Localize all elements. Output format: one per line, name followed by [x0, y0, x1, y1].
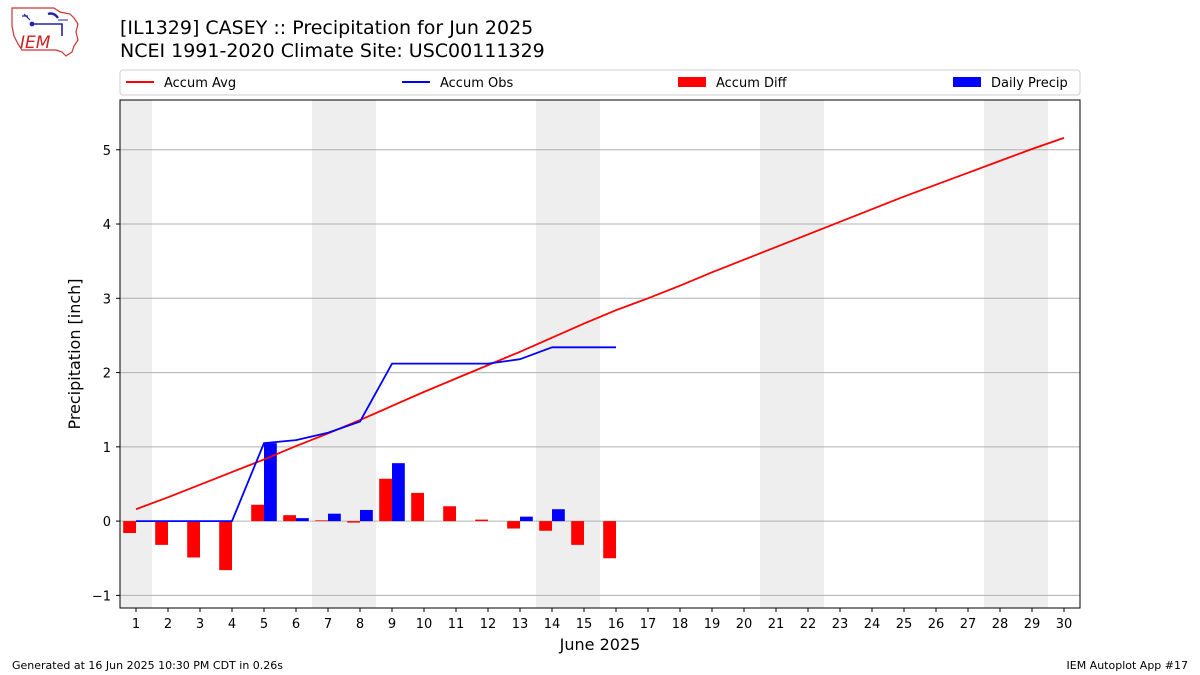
bar-daily-precip	[520, 516, 533, 522]
bar-accum-diff	[571, 521, 584, 545]
line-accum-obs	[136, 346, 616, 523]
x-tick-label: 3	[196, 617, 204, 632]
x-tick-label: 30	[1056, 617, 1073, 632]
bars	[123, 443, 616, 571]
x-tick-label: 4	[228, 617, 236, 632]
bar-daily-precip	[296, 518, 309, 522]
x-tick-label: 28	[992, 617, 1009, 632]
x-tick-label: 21	[768, 617, 785, 632]
bar-accum-diff	[347, 521, 360, 523]
y-tick-label: −1	[92, 589, 111, 604]
x-tick-label: 2	[164, 617, 172, 632]
x-tick-label: 11	[448, 617, 465, 632]
weekend-shade	[792, 100, 824, 608]
bar-accum-diff	[123, 521, 136, 533]
x-tick-label: 15	[576, 617, 593, 632]
footer-app-id: IEM Autoplot App #17	[1066, 659, 1189, 672]
x-axis-label: June 2025	[559, 635, 641, 654]
legend-label-daily-precip: Daily Precip	[991, 76, 1068, 91]
x-tick-label: 14	[544, 617, 561, 632]
x-tick-label: 8	[356, 617, 364, 632]
logo-text: IEM	[20, 33, 51, 53]
weekend-shade	[1016, 100, 1048, 608]
bar-accum-diff	[379, 478, 392, 522]
bar-accum-diff	[219, 521, 232, 571]
bar-accum-diff	[443, 506, 456, 522]
bar-accum-diff	[507, 521, 520, 529]
axis-ticks: 1 2 3 4 5 6 7 8 9 10 11 12 13 14 15 16 17 18 19 20 21 22 23 24 2…	[92, 144, 1072, 632]
grid-lines	[120, 149, 1080, 596]
legend-label-accum-diff: Accum Diff	[716, 76, 788, 91]
bar-accum-diff	[155, 521, 168, 545]
bar-daily-precip	[552, 509, 565, 522]
bar-accum-diff	[187, 521, 200, 558]
legend-label-accum-obs: Accum Obs	[440, 76, 513, 91]
legend-label-accum-avg: Accum Avg	[164, 76, 236, 91]
x-tick-label: 26	[928, 617, 945, 632]
legend: Accum Avg Accum Obs Accum Diff Daily Precip	[119, 69, 1081, 96]
y-axis-label: Precipitation [inch]	[65, 278, 84, 429]
x-tick-label: 29	[1024, 617, 1041, 632]
x-tick-label: 17	[640, 617, 657, 632]
footer-generated: Generated at 16 Jun 2025 10:30 PM CDT in…	[12, 659, 284, 672]
bar-daily-precip	[392, 463, 405, 522]
x-tick-label: 20	[736, 617, 753, 632]
bar-accum-diff	[315, 520, 328, 522]
x-tick-label: 10	[416, 617, 433, 632]
lines	[135, 137, 1065, 523]
x-tick-label: 7	[324, 617, 332, 632]
weekend-shade	[536, 100, 568, 608]
y-tick-label: 2	[103, 367, 111, 382]
y-tick-label: 1	[103, 441, 111, 456]
x-tick-label: 25	[896, 617, 913, 632]
weekend-shade	[984, 100, 1016, 608]
legend-swatch-daily-precip	[953, 77, 981, 87]
weekend-shade	[760, 100, 792, 608]
bar-accum-diff	[475, 519, 488, 522]
bar-accum-diff	[411, 492, 424, 522]
weekend-shade	[344, 100, 376, 608]
x-tick-label: 19	[704, 617, 721, 632]
bar-accum-diff	[283, 515, 296, 522]
x-tick-label: 9	[388, 617, 396, 632]
line-accum-avg	[135, 137, 1065, 511]
bar-daily-precip	[264, 443, 277, 522]
x-tick-label: 23	[832, 617, 849, 632]
x-tick-label: 13	[512, 617, 529, 632]
y-tick-label: 0	[103, 515, 111, 530]
bar-accum-diff	[603, 521, 616, 559]
y-tick-label: 5	[103, 144, 111, 159]
bar-daily-precip	[360, 509, 373, 522]
iem-logo: IEM	[11, 7, 79, 57]
bar-accum-diff	[539, 521, 552, 531]
plot-frame	[119, 99, 1081, 609]
x-tick-label: 16	[608, 617, 625, 632]
x-tick-label: 5	[260, 617, 268, 632]
x-tick-label: 12	[480, 617, 497, 632]
y-tick-label: 4	[103, 218, 111, 233]
y-tick-label: 3	[103, 292, 111, 307]
x-tick-label: 24	[864, 617, 881, 632]
x-tick-label: 22	[800, 617, 817, 632]
weekend-shading	[120, 100, 1048, 608]
chart-subtitle: NCEI 1991-2020 Climate Site: USC00111329	[120, 40, 545, 62]
weekend-shade	[312, 100, 344, 608]
x-tick-label: 6	[292, 617, 300, 632]
bar-accum-diff	[251, 504, 264, 522]
legend-swatch-accum-diff	[678, 77, 706, 87]
x-tick-label: 18	[672, 617, 689, 632]
legend-frame	[119, 69, 1081, 96]
bar-daily-precip	[328, 513, 341, 522]
x-tick-label: 1	[132, 617, 140, 632]
chart-title: [IL1329] CASEY :: Precipitation for Jun …	[120, 17, 534, 39]
x-tick-label: 27	[960, 617, 977, 632]
